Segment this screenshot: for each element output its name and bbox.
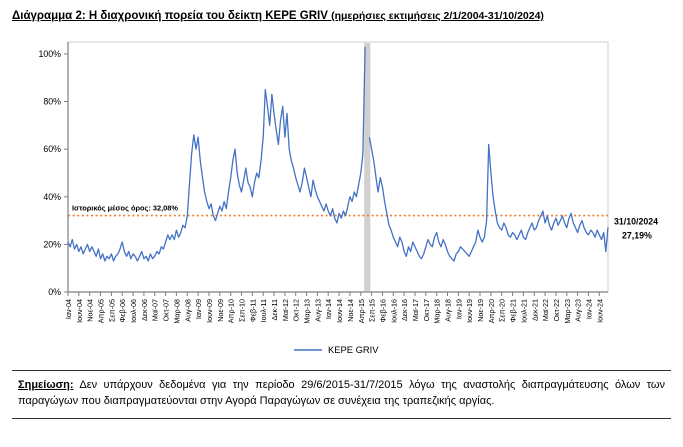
x-tick-label: Νοε-19 bbox=[476, 299, 485, 322]
x-tick-label: Οκτ-22 bbox=[552, 299, 561, 321]
x-tick-label: Δεκ-21 bbox=[530, 299, 539, 321]
x-tick-label: Ιαν-19 bbox=[454, 299, 463, 319]
x-tick-label: Απρ-15 bbox=[357, 299, 366, 323]
x-tick-label: Ιαν-09 bbox=[194, 299, 203, 319]
x-tick-label: Ιουν-04 bbox=[75, 299, 84, 323]
x-tick-label: Μαρ-13 bbox=[303, 299, 312, 324]
x-tick-label: Ιουλ-21 bbox=[519, 299, 528, 323]
x-tick-label: Νοε-04 bbox=[86, 299, 95, 322]
x-tick-label: Φεβ-11 bbox=[248, 299, 257, 322]
footnote: Σημείωση: Δεν υπάρχουν δεδομένα για την … bbox=[12, 370, 671, 419]
footnote-label: Σημείωση: bbox=[18, 379, 74, 391]
x-tick-label: Ιουλ-16 bbox=[389, 299, 398, 323]
x-tick-label: Ιαν-04 bbox=[64, 299, 73, 319]
x-tick-label: Φεβ-21 bbox=[509, 299, 518, 322]
x-tick-label: Σεπ-10 bbox=[238, 299, 247, 322]
chart-title-paren: (ημερήσιες εκτιμήσεις 2/1/2004-31/10/202… bbox=[331, 10, 544, 22]
x-tick-label: Οκτ-17 bbox=[422, 299, 431, 321]
line-chart-canvas: Ιστορικός μέσος όρος: 32,08% 0% 20% 40% 60% 8… bbox=[39, 41, 658, 355]
x-tick-label: Ιουλ-11 bbox=[259, 299, 268, 322]
y-tick-label: 80% bbox=[43, 97, 61, 107]
x-tick-label: Αυγ-18 bbox=[444, 299, 453, 322]
x-tick-label: Μαρ-18 bbox=[433, 299, 442, 324]
y-tick-label: 40% bbox=[43, 192, 61, 202]
y-tick-label: 100% bbox=[39, 49, 62, 59]
x-tick-label: Μαϊ-17 bbox=[411, 299, 420, 321]
end-annotation-date: 31/10/2024 bbox=[614, 216, 658, 226]
x-tick-label: Μαρ-08 bbox=[172, 299, 181, 324]
x-tick-label: Νοε-14 bbox=[346, 299, 355, 322]
x-tick-label: Φεβ-06 bbox=[118, 299, 127, 322]
x-tick-label: Μαρ-23 bbox=[563, 299, 572, 324]
x-tick-label: Ιουν-14 bbox=[335, 299, 344, 323]
x-tick-label: Απρ-10 bbox=[227, 299, 236, 323]
x-tick-label: Σεπ-20 bbox=[498, 299, 507, 322]
x-tick-label: Οκτ-12 bbox=[292, 299, 301, 321]
x-tick-label: Αυγ-08 bbox=[183, 299, 192, 322]
x-tick-label: Αυγ-13 bbox=[313, 299, 322, 322]
x-tick-label: Δεκ-06 bbox=[140, 299, 149, 321]
x-tick-label: Ιαν-24 bbox=[585, 299, 594, 319]
y-tick-label: 0% bbox=[48, 287, 61, 297]
x-tick-label: Απρ-05 bbox=[97, 299, 106, 323]
kepe-griv-series-line bbox=[67, 46, 609, 262]
x-tick-label: Ιουν-09 bbox=[205, 299, 214, 323]
x-tick-label: Απρ-20 bbox=[487, 299, 496, 323]
x-tick-label: Ιαν-14 bbox=[324, 299, 333, 319]
chart-title-main: Διάγραμμα 2: Η διαχρονική πορεία του δεί… bbox=[12, 10, 328, 22]
y-tick-label: 20% bbox=[43, 239, 61, 249]
x-tick-label: Σεπ-05 bbox=[107, 299, 116, 322]
x-tick-label: Νοε-09 bbox=[216, 299, 225, 322]
x-tick-label: Δεκ-11 bbox=[270, 299, 279, 320]
no-data-band bbox=[364, 43, 371, 291]
x-tick-label: Σεπ-15 bbox=[368, 299, 377, 322]
x-tick-label: Ιουν-19 bbox=[465, 299, 474, 323]
chart-title: Διάγραμμα 2: Η διαχρονική πορεία του δεί… bbox=[12, 10, 673, 22]
x-tick-label: Μαϊ-22 bbox=[541, 299, 550, 321]
x-tick-label: Φεβ-16 bbox=[379, 299, 388, 322]
x-tick-label: Δεκ-16 bbox=[400, 299, 409, 321]
x-tick-label: Μαϊ-12 bbox=[281, 299, 290, 321]
plot-border bbox=[67, 41, 609, 293]
footnote-text: Δεν υπάρχουν δεδομένα για την περίοδο 29… bbox=[18, 379, 665, 407]
x-tick-label: Ιουν-24 bbox=[595, 299, 604, 323]
x-tick-label: Αυγ-23 bbox=[574, 299, 583, 322]
x-tick-label: Ιουλ-06 bbox=[129, 299, 138, 323]
average-line-label: Ιστορικός μέσος όρος: 32,08% bbox=[72, 204, 178, 213]
kepe-griv-chart: Ιστορικός μέσος όρος: 32,08% 0% 20% 40% 60% 8… bbox=[10, 26, 673, 366]
x-tick-label: Μαϊ-07 bbox=[151, 299, 160, 321]
y-tick-label: 60% bbox=[43, 144, 61, 154]
legend-label: KEPE GRIV bbox=[328, 344, 379, 355]
x-tick-label: Οκτ-07 bbox=[162, 299, 171, 321]
end-annotation-value: 27,19% bbox=[622, 230, 652, 240]
